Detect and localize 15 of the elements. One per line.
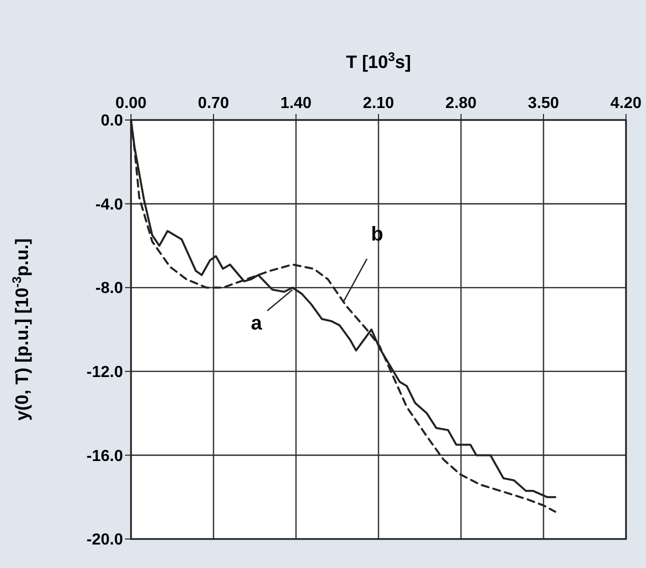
y-tick-label: 0.0 xyxy=(100,112,124,130)
y-tick-label: -20.0 xyxy=(86,532,124,549)
x-tick-label: 1.40 xyxy=(280,95,312,112)
x-axis-title: T [10$^{3}$s] xyxy=(346,50,412,72)
x-tick-label: 2.10 xyxy=(362,95,394,112)
annotation: a xyxy=(250,312,263,335)
x-tick-label: 3.50 xyxy=(528,95,560,112)
y-tick-label: -16.0 xyxy=(86,448,124,465)
y-tick-label: -8.0 xyxy=(95,280,124,298)
y-tick-label: -12.0 xyxy=(86,364,124,381)
x-tick-label: 4.20 xyxy=(610,95,642,112)
y-tick-label: -4.0 xyxy=(95,196,124,214)
x-tick-label: 2.80 xyxy=(445,95,477,112)
x-tick-label: 0.70 xyxy=(198,95,230,112)
x-tick-label: 0.00 xyxy=(115,95,147,112)
